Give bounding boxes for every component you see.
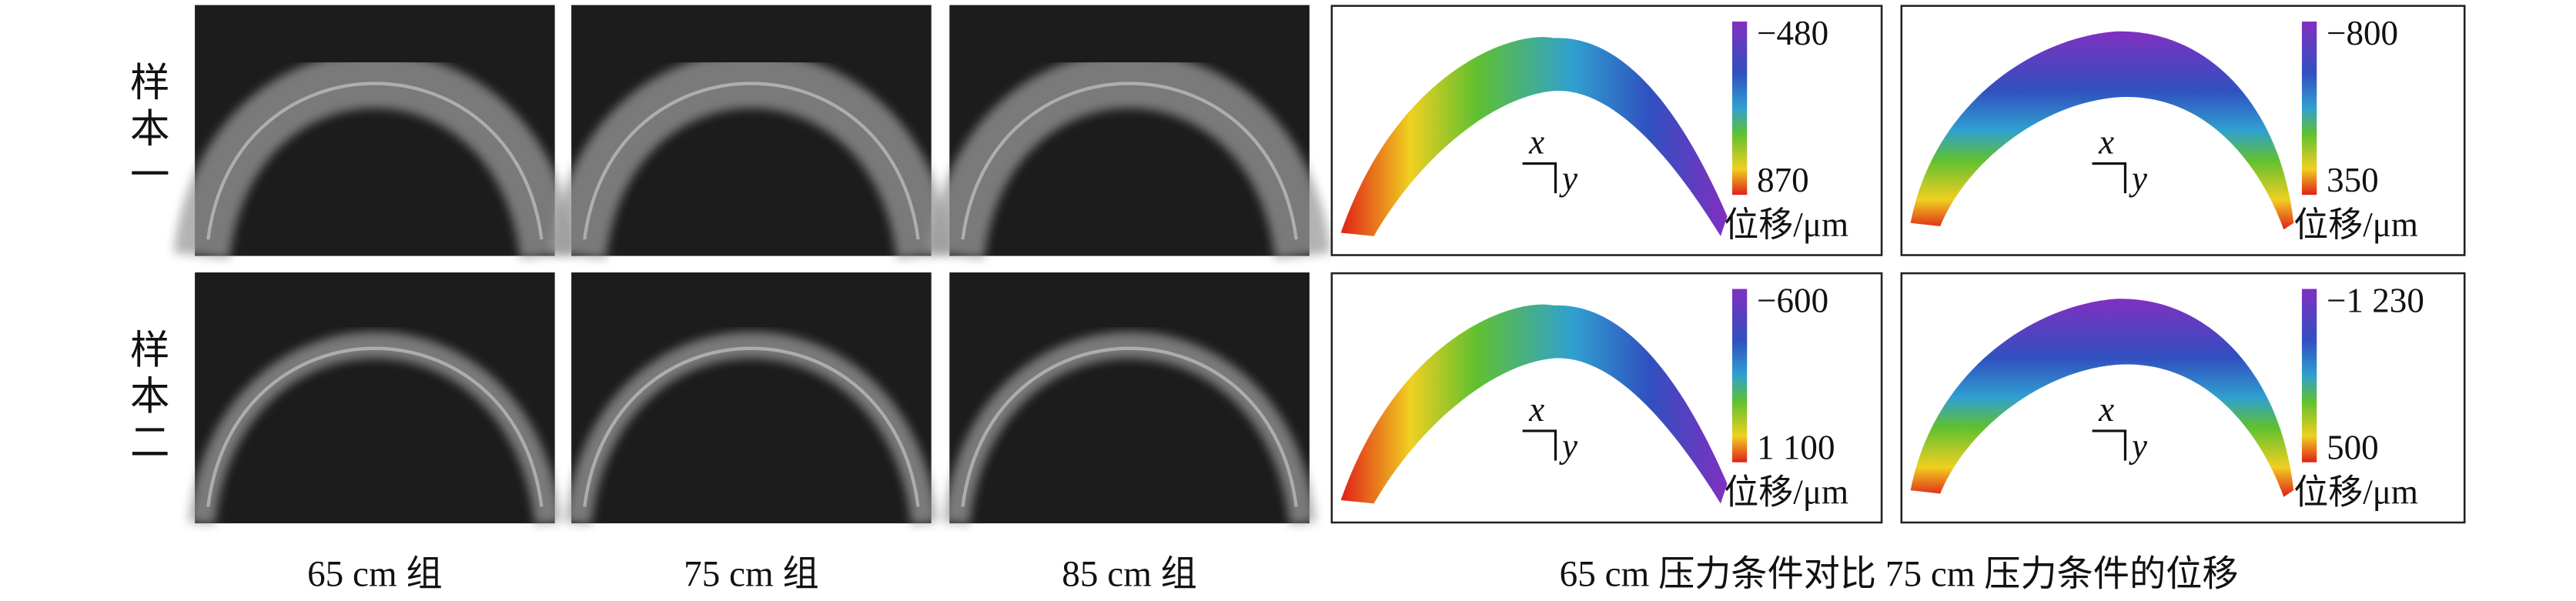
- axis-glyph: [1522, 162, 1557, 194]
- colorbar-unit: 位移/μm: [2293, 472, 2418, 511]
- colorbar-top-label: −600: [1757, 282, 1828, 320]
- colorbar-unit: 位移/μm: [1724, 205, 1848, 244]
- displacement-panel: −800 350 位移/μm xy: [1900, 5, 2466, 256]
- colorbar-bottom-label: 500: [2327, 428, 2379, 466]
- colorbar-top-label: −1 230: [2327, 282, 2424, 320]
- oct-image: [188, 272, 562, 525]
- oct-surface: [961, 82, 1298, 240]
- column-label: 85 cm 组: [1062, 555, 1197, 595]
- axis-x-label: x: [2098, 123, 2114, 162]
- displacement-map: [1910, 299, 2294, 497]
- colorbar-bottom-label: 870: [1757, 161, 1809, 199]
- oct-image: [942, 272, 1316, 525]
- comparison-label: 65 cm 压力条件对比 75 cm 压力条件的位移: [1560, 555, 2239, 595]
- colorbar: [1731, 22, 1748, 195]
- axis-glyph: [2092, 162, 2127, 194]
- axis-x-label: x: [1528, 123, 1544, 162]
- oct-surface: [206, 346, 544, 507]
- colorbar-bottom-label: 1 100: [1757, 428, 1835, 466]
- colorbar-unit: 位移/μm: [1724, 472, 1848, 511]
- displacement-map: [1340, 304, 1728, 504]
- axis-x-label: x: [2098, 390, 2114, 429]
- row-label: 样本二: [123, 329, 169, 467]
- column-label: 65 cm 组: [307, 555, 443, 595]
- colorbar-unit: 位移/μm: [2293, 205, 2418, 244]
- colorbar: [2301, 22, 2317, 195]
- oct-surface: [583, 346, 920, 507]
- oct-surface: [961, 346, 1298, 507]
- axis-y-label: y: [2129, 426, 2148, 465]
- colorbar: [1731, 289, 1748, 462]
- oct-image: [928, 5, 1331, 260]
- axis-x-label: x: [1528, 390, 1544, 429]
- axis-y-label: y: [2129, 159, 2148, 198]
- colorbar-bottom-label: 350: [2327, 161, 2379, 199]
- colorbar: [2301, 289, 2317, 462]
- displacement-map: [1910, 31, 2294, 230]
- row-label: 样本一: [123, 62, 169, 200]
- displacement-map: [1340, 37, 1728, 236]
- axis-glyph: [1522, 429, 1557, 461]
- displacement-panel: −1 230 500 位移/μm xy: [1900, 272, 2466, 524]
- oct-image: [173, 5, 577, 260]
- colorbar-top-label: −800: [2327, 14, 2398, 52]
- displacement-panel: −600 1 100 位移/μm xy: [1330, 272, 1883, 524]
- oct-image: [564, 272, 938, 525]
- colorbar-top-label: −480: [1757, 14, 1828, 52]
- axis-glyph: [2092, 429, 2127, 461]
- displacement-panel: −480 870 位移/μm xy: [1330, 5, 1883, 256]
- axis-y-label: y: [1559, 159, 1578, 198]
- column-label: 75 cm 组: [684, 555, 819, 595]
- axis-y-label: y: [1559, 426, 1578, 465]
- oct-surface: [583, 82, 920, 240]
- oct-surface: [206, 82, 544, 240]
- oct-image: [550, 5, 953, 260]
